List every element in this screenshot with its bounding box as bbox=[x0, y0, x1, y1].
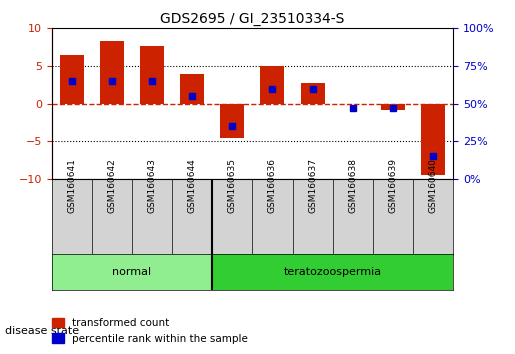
Bar bbox=[261, 66, 284, 104]
Title: GDS2695 / GI_23510334-S: GDS2695 / GI_23510334-S bbox=[160, 12, 345, 26]
Bar bbox=[301, 82, 324, 104]
Bar bbox=[60, 55, 83, 104]
Bar bbox=[140, 46, 164, 104]
Legend: transformed count, percentile rank within the sample: transformed count, percentile rank withi… bbox=[46, 313, 253, 349]
Bar bbox=[220, 104, 244, 138]
Bar bbox=[421, 104, 445, 175]
Text: GSM160642: GSM160642 bbox=[107, 158, 116, 213]
Text: GSM160637: GSM160637 bbox=[308, 158, 317, 213]
Bar bbox=[212, 254, 453, 290]
Text: teratozoospermia: teratozoospermia bbox=[284, 267, 382, 277]
Text: GSM160643: GSM160643 bbox=[147, 158, 157, 213]
Text: disease state: disease state bbox=[5, 326, 79, 336]
Text: GSM160639: GSM160639 bbox=[388, 158, 398, 213]
Bar bbox=[180, 74, 204, 104]
Text: normal: normal bbox=[112, 267, 151, 277]
Text: GSM160640: GSM160640 bbox=[428, 158, 438, 213]
Bar bbox=[100, 41, 124, 104]
Bar bbox=[381, 104, 405, 110]
Text: GSM160644: GSM160644 bbox=[187, 158, 197, 213]
Text: GSM160636: GSM160636 bbox=[268, 158, 277, 213]
Bar bbox=[52, 254, 212, 290]
Text: GSM160635: GSM160635 bbox=[228, 158, 237, 213]
Text: GSM160638: GSM160638 bbox=[348, 158, 357, 213]
Text: GSM160641: GSM160641 bbox=[67, 158, 76, 213]
